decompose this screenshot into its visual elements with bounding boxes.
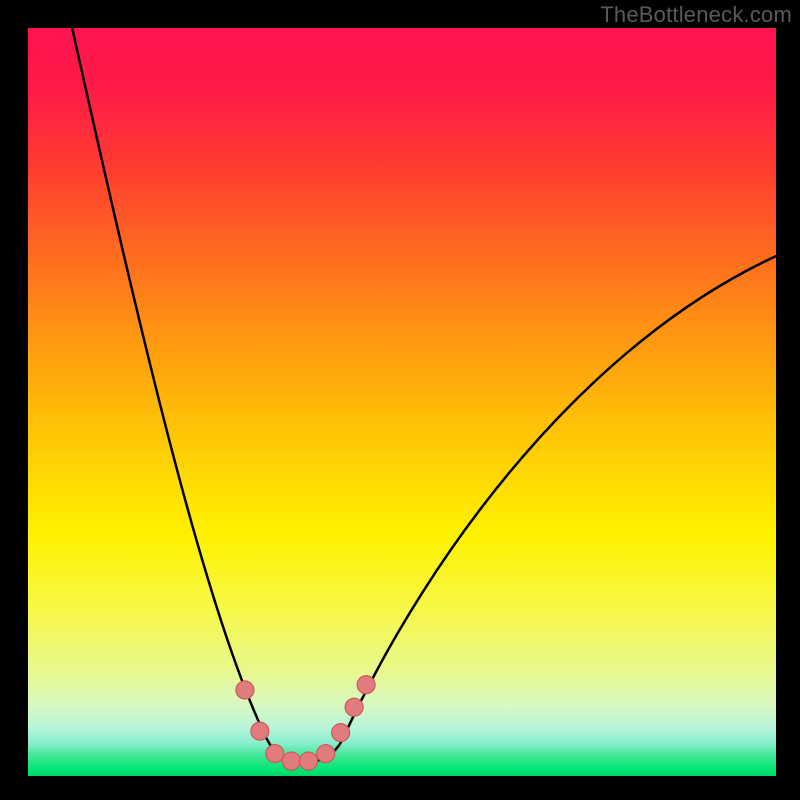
marker-dot: [345, 698, 363, 716]
watermark-label: TheBottleneck.com: [600, 2, 792, 28]
marker-dot: [251, 722, 269, 740]
bottleneck-chart: [0, 0, 800, 800]
marker-dot: [236, 681, 254, 699]
marker-dot: [332, 724, 350, 742]
marker-dot: [357, 676, 375, 694]
canvas: TheBottleneck.com: [0, 0, 800, 800]
marker-dot: [266, 745, 284, 763]
marker-dot: [282, 752, 300, 770]
marker-dot: [317, 745, 335, 763]
gradient-plot-area: [28, 28, 776, 776]
marker-dot: [300, 752, 318, 770]
